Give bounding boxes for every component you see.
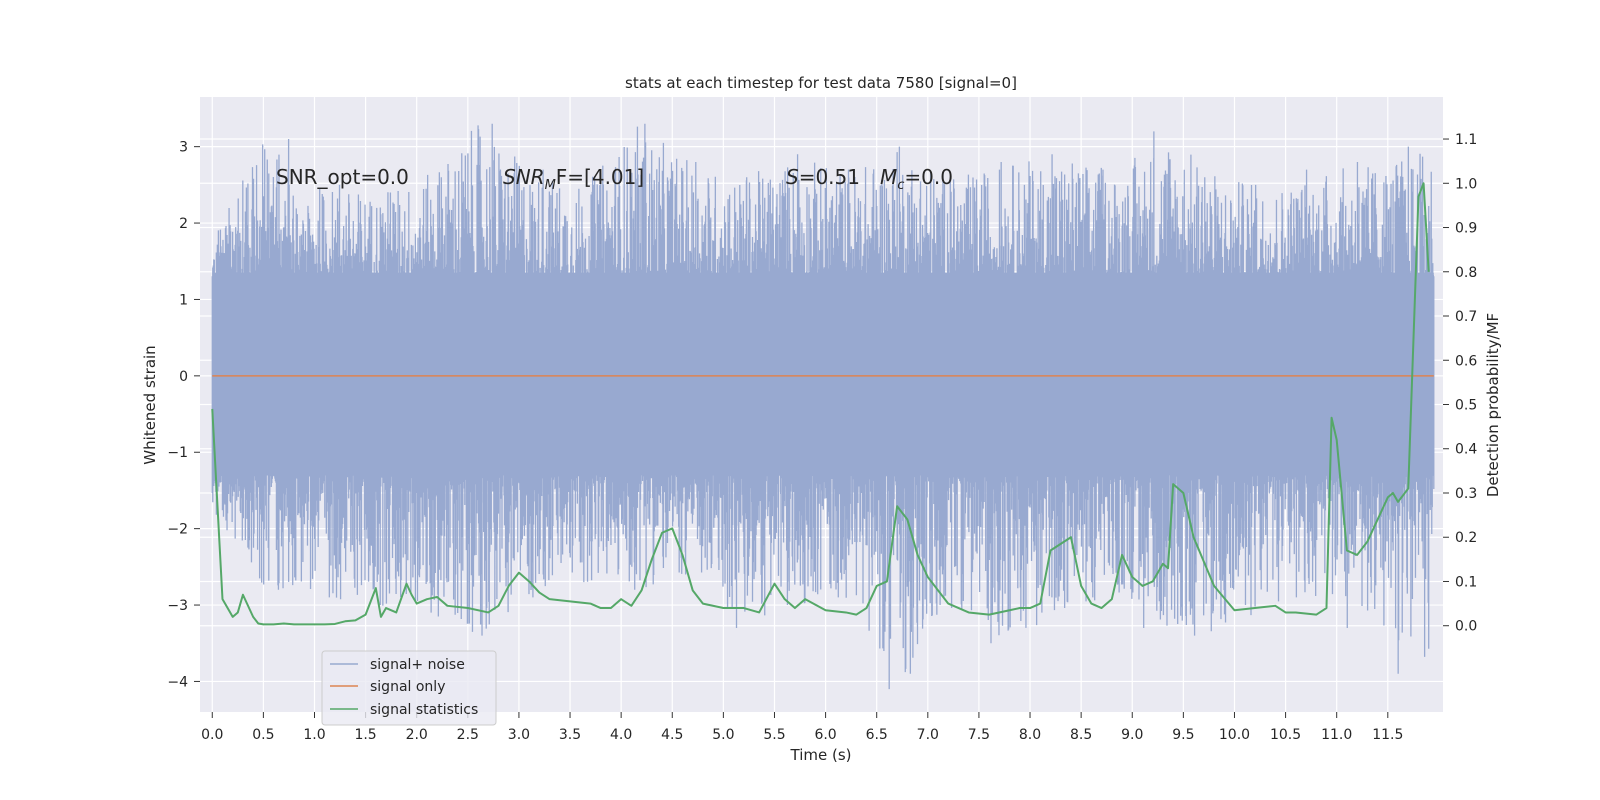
- legend-label-signal-statistics: signal statistics: [370, 702, 478, 718]
- y-axis-left-label: Whitened strain: [141, 345, 159, 464]
- y-left-tick-label: 1: [179, 292, 188, 308]
- annotation-mc: Mc=0.0: [880, 165, 953, 193]
- x-tick-label: 8.5: [1070, 727, 1092, 743]
- y-axis-right-ticks: 1.1 1.0 0.9 0.8 0.7 0.6 0.5 0.4 0.3 0.2 0.1 0.0: [1443, 132, 1477, 635]
- y-axis-left-ticks: 3 2 1 0 −1 −2 −3 −4: [167, 140, 200, 690]
- y-right-tick-label: 0.7: [1455, 309, 1477, 325]
- x-tick-label: 2.5: [457, 727, 479, 743]
- x-tick-label: 1.0: [303, 727, 325, 743]
- x-tick-label: 9.5: [1172, 727, 1194, 743]
- y-left-tick-label: −4: [167, 674, 188, 690]
- x-axis-label: Time (s): [790, 746, 852, 764]
- y-right-tick-label: 1.0: [1455, 176, 1477, 192]
- annotation-s-rest: =0.51: [799, 165, 860, 189]
- annotation-snr-mf-main: SNR: [503, 165, 545, 189]
- legend-label-signal-only: signal only: [370, 679, 445, 695]
- x-tick-label: 11.0: [1321, 727, 1352, 743]
- y-right-tick-label: 0.9: [1455, 221, 1477, 237]
- y-right-tick-label: 1.1: [1455, 132, 1477, 148]
- y-left-tick-label: 0: [179, 369, 188, 385]
- x-tick-label: 1.5: [354, 727, 376, 743]
- y-left-tick-label: −2: [167, 522, 188, 538]
- x-tick-label: 3.0: [508, 727, 530, 743]
- annotation-s-main: S: [786, 165, 799, 189]
- annotation-mc-main: M: [880, 165, 897, 189]
- y-left-tick-label: 3: [179, 140, 188, 156]
- y-right-tick-label: 0.1: [1455, 574, 1477, 590]
- annotation-s: S=0.51: [786, 165, 860, 189]
- x-tick-label: 0.5: [252, 727, 274, 743]
- x-tick-label: 2.0: [406, 727, 428, 743]
- y-right-tick-label: 0.3: [1455, 486, 1477, 502]
- y-right-tick-label: 0.8: [1455, 265, 1477, 281]
- x-tick-label: 5.5: [763, 727, 785, 743]
- y-left-tick-label: −3: [167, 598, 188, 614]
- annotation-snr-mf-rest: F=[4.01]: [556, 165, 644, 189]
- y-left-tick-label: 2: [179, 216, 188, 232]
- chart-title: stats at each timestep for test data 758…: [625, 74, 1017, 92]
- annotation-snr-opt: SNR_opt=0.0: [276, 165, 409, 189]
- x-tick-label: 7.5: [968, 727, 990, 743]
- x-tick-label: 8.0: [1019, 727, 1041, 743]
- legend-label-signal-noise: signal+ noise: [370, 657, 465, 673]
- x-tick-label: 4.5: [661, 727, 683, 743]
- y-right-tick-label: 0.5: [1455, 398, 1477, 414]
- y-right-tick-label: 0.2: [1455, 530, 1477, 546]
- y-right-tick-label: 0.0: [1455, 619, 1477, 635]
- x-tick-label: 11.5: [1372, 727, 1403, 743]
- signal-noise-trace: [211, 123, 1435, 690]
- y-axis-right-label: Detection probability/MF: [1484, 313, 1502, 497]
- annotation-snr-mf: SNRMF=[4.01]: [503, 165, 644, 193]
- x-tick-label: 7.0: [917, 727, 939, 743]
- x-tick-label: 6.5: [866, 727, 888, 743]
- x-tick-label: 5.0: [712, 727, 734, 743]
- x-tick-label: 3.5: [559, 727, 581, 743]
- x-tick-label: 0.0: [201, 727, 223, 743]
- x-tick-label: 9.0: [1121, 727, 1143, 743]
- signal-statistics-line: [211, 182, 1430, 626]
- x-tick-label: 10.5: [1270, 727, 1301, 743]
- y-right-tick-label: 0.6: [1455, 353, 1477, 369]
- annotation-snr-mf-sub: M: [545, 178, 556, 193]
- y-right-tick-label: 0.4: [1455, 442, 1477, 458]
- x-tick-label: 4.0: [610, 727, 632, 743]
- x-axis-ticks: 0.0 0.5 1.0 1.5 2.0 2.5 3.0 3.5 4.0 4.5 5.0 5.5 6.0 6…: [201, 712, 1403, 743]
- signal-statistics-trace: [211, 182, 1430, 626]
- annotation-mc-sub: c: [897, 178, 904, 193]
- x-tick-label: 10.0: [1219, 727, 1250, 743]
- annotation-mc-rest: =0.0: [904, 165, 953, 189]
- y-left-tick-label: −1: [167, 445, 188, 461]
- legend: signal+ noise signal only signal statist…: [321, 650, 497, 726]
- x-tick-label: 6.0: [814, 727, 836, 743]
- legend-box: [321, 650, 497, 726]
